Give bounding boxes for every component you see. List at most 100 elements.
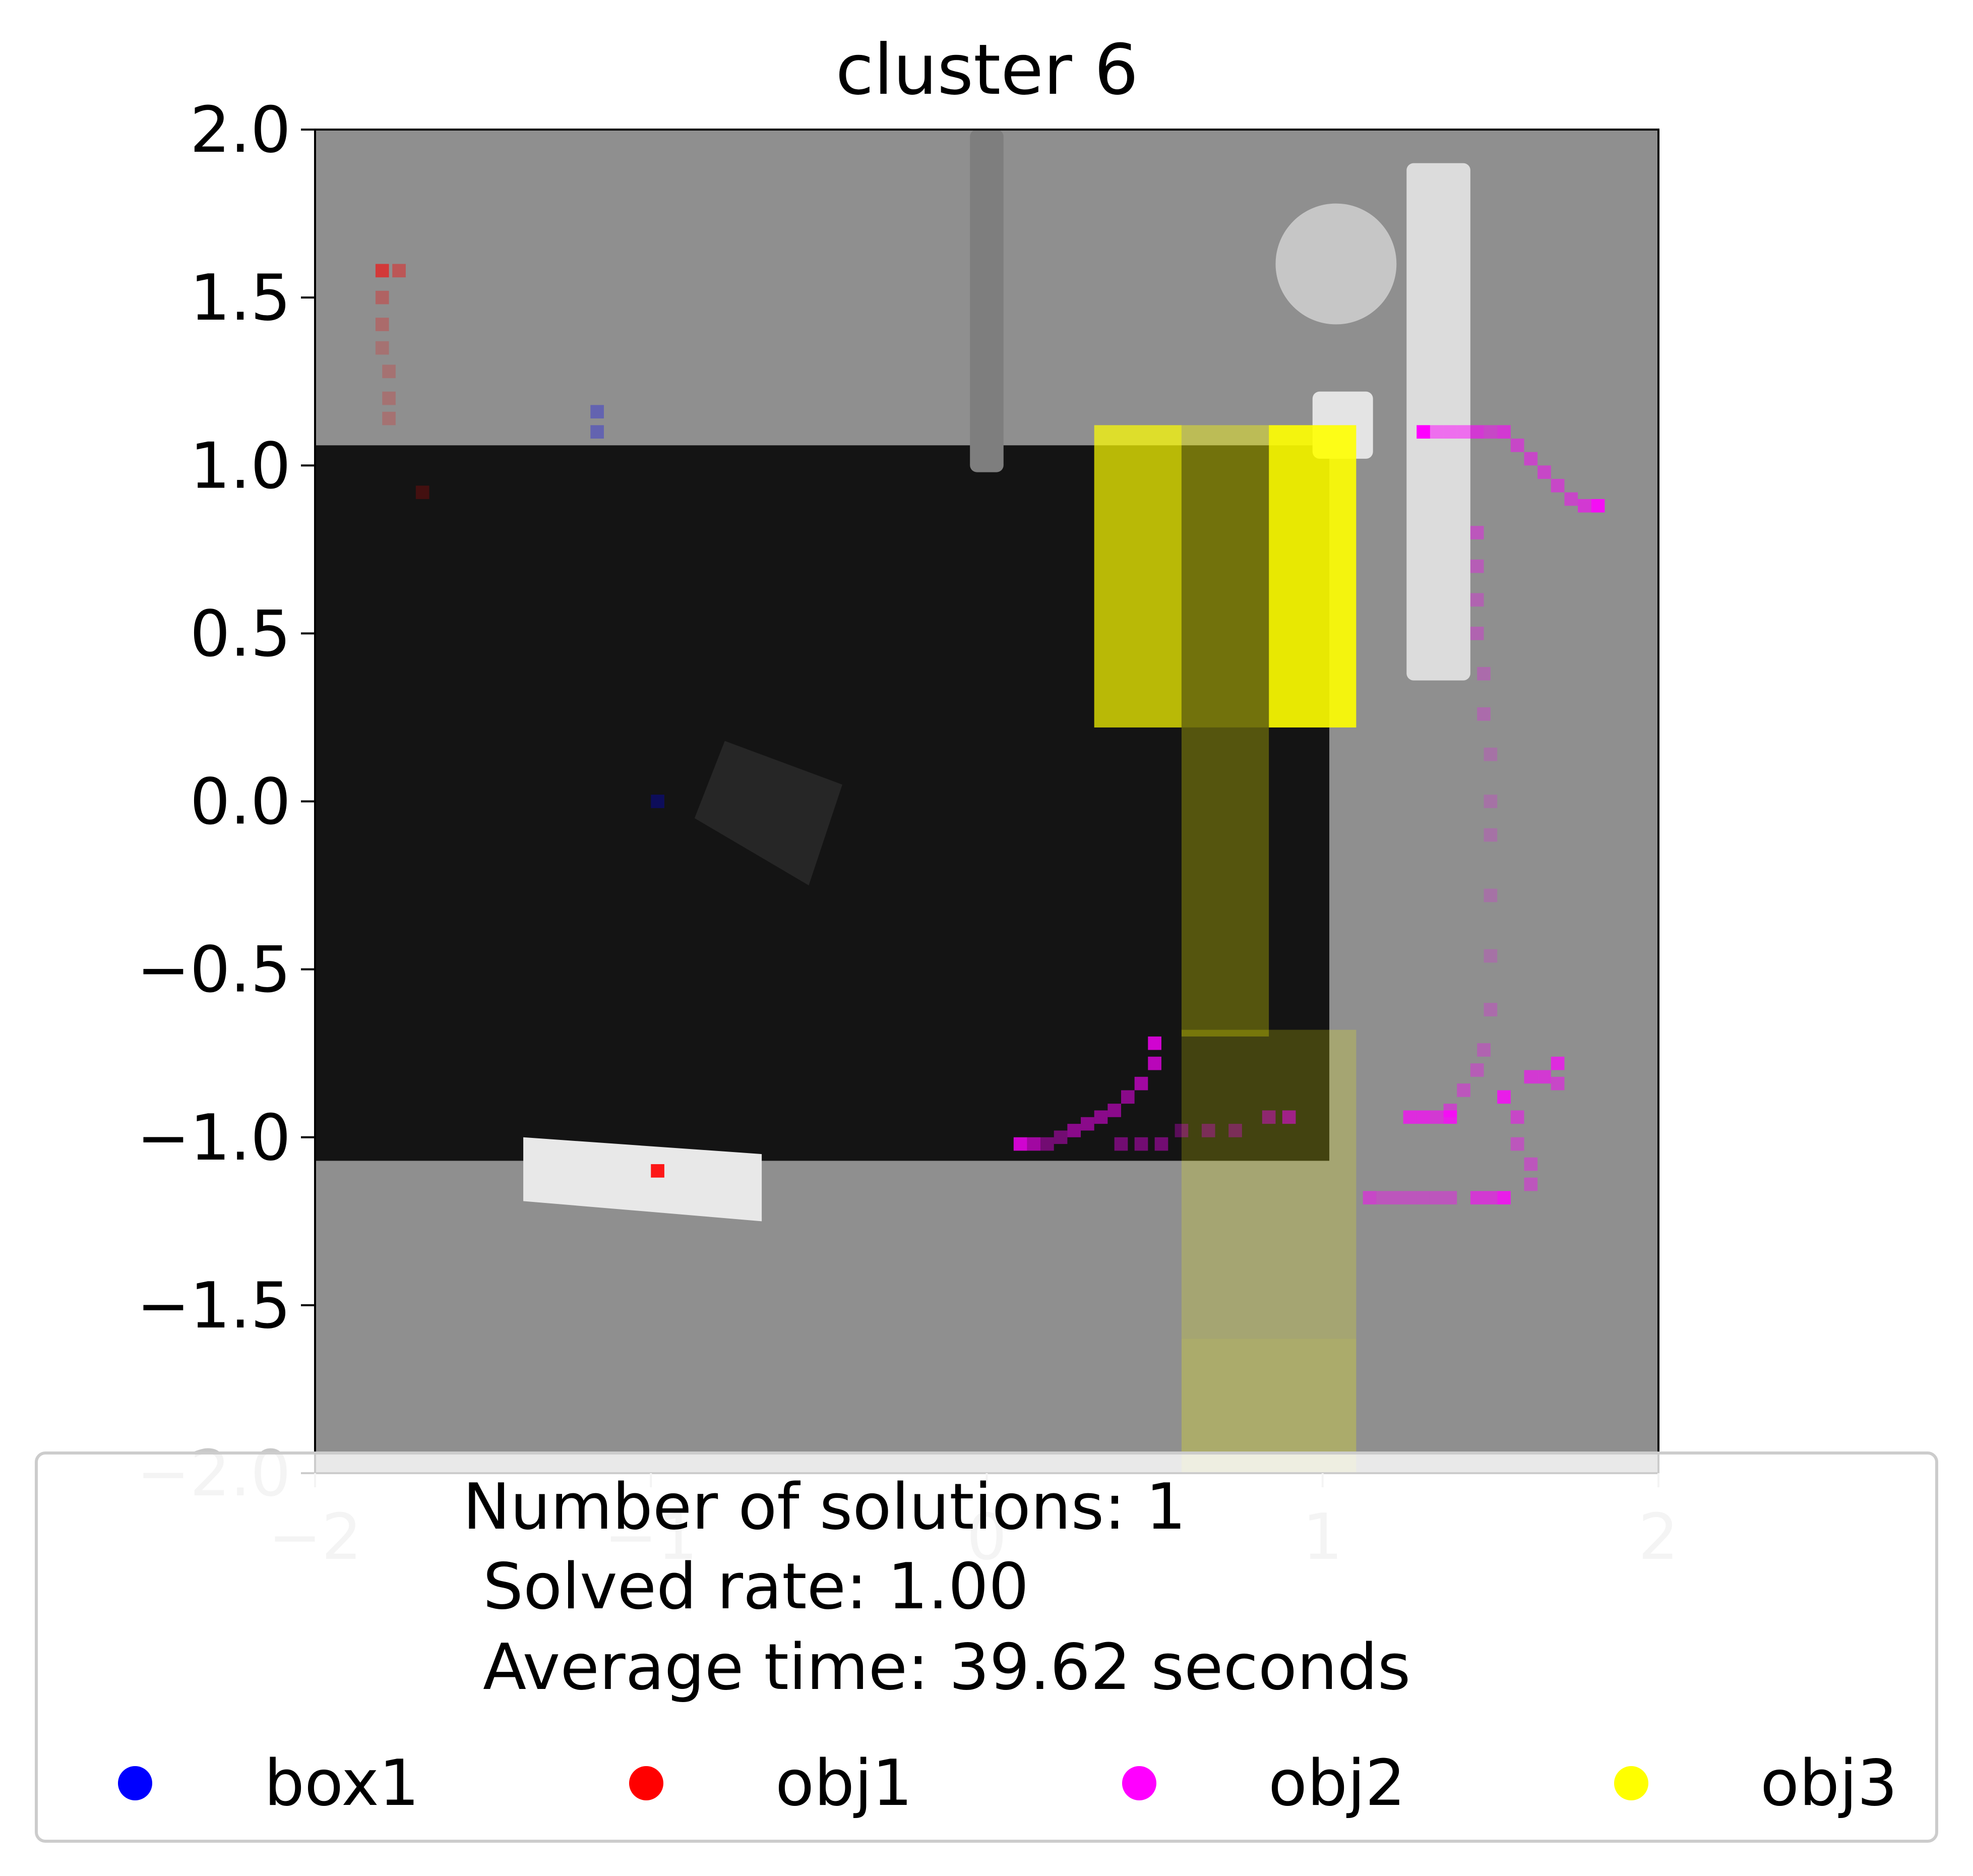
- obj2-cell: [1107, 1104, 1121, 1117]
- obj2-cell: [1443, 1191, 1457, 1204]
- y-tick-label: 0.0: [190, 765, 291, 839]
- obj2-cell: [1551, 1056, 1565, 1070]
- y-tick-label: 1.0: [190, 429, 291, 503]
- chart-title: cluster 6: [836, 29, 1139, 110]
- obj2-cell: [1403, 1191, 1417, 1204]
- scene-background: [315, 130, 1658, 1473]
- obj2-cell: [1067, 1124, 1081, 1137]
- scene-tall-block: [1406, 163, 1470, 681]
- obj2-cell: [1524, 1157, 1538, 1171]
- legend-label-obj3: obj3: [1760, 1746, 1897, 1820]
- obj2-cell: [1591, 499, 1605, 513]
- obj2-cell: [1551, 1076, 1565, 1091]
- obj2-cell: [1148, 1036, 1161, 1050]
- y-tick-label: 0.5: [190, 596, 291, 671]
- obj2-cell: [1470, 425, 1484, 439]
- legend-label-obj1: obj1: [775, 1746, 912, 1820]
- obj3-cell: [1181, 1030, 1357, 1339]
- obj2-cell: [1027, 1137, 1041, 1151]
- obj3-cell: [1094, 425, 1182, 728]
- obj2-cell: [1282, 1110, 1296, 1124]
- box1-cell: [590, 425, 604, 439]
- obj2-cell: [1470, 526, 1484, 539]
- obj2-cell: [1470, 627, 1484, 640]
- obj2-cell: [1390, 1191, 1403, 1204]
- obj2-cell: [1524, 452, 1538, 466]
- obj2-cell: [1497, 1191, 1511, 1204]
- obj2-cell: [1484, 1003, 1498, 1016]
- legend-summary-line-1: Number of solutions: 1: [463, 1470, 1186, 1544]
- obj1-cell: [382, 391, 396, 405]
- obj1-cell: [392, 264, 406, 278]
- obj2-cell: [1443, 1110, 1457, 1124]
- obj1-cell: [375, 264, 389, 278]
- obj2-cell: [1484, 425, 1498, 439]
- obj2-cell: [1457, 1083, 1470, 1097]
- scene-long-block: [523, 1137, 762, 1222]
- obj2-cell: [1484, 1191, 1498, 1204]
- obj2-cell: [1484, 795, 1498, 808]
- obj2-cell: [1262, 1110, 1276, 1124]
- obj2-cell: [1430, 1191, 1444, 1204]
- obj2-cell: [1443, 425, 1457, 439]
- obj3-cell: [1181, 727, 1269, 1037]
- obj2-cell: [1510, 1110, 1524, 1124]
- obj2-cell: [1510, 438, 1524, 452]
- obj2-cell: [1121, 1090, 1135, 1104]
- legend-marker-obj2: [1122, 1766, 1156, 1800]
- obj2-cell: [1510, 1137, 1524, 1151]
- obj2-cell: [1477, 667, 1491, 681]
- obj2-cell: [1114, 1137, 1128, 1151]
- obj2-cell: [1497, 425, 1511, 439]
- obj2-cell: [1363, 1191, 1377, 1204]
- obj2-cell: [1081, 1117, 1094, 1131]
- obj2-cell: [1470, 1063, 1484, 1077]
- legend-label-obj2: obj2: [1268, 1746, 1405, 1820]
- y-axis: 2.01.51.00.50.0−0.5−1.0−1.5−2.0: [137, 93, 315, 1510]
- box1-cell: [590, 405, 604, 418]
- obj2-cell: [1564, 492, 1578, 506]
- obj2-cell: [1551, 478, 1565, 493]
- obj1-cell: [382, 365, 396, 379]
- legend-box: [35, 1451, 1938, 1843]
- obj2-cell: [1376, 1191, 1390, 1204]
- obj2-cell: [1470, 559, 1484, 573]
- obj2-cell: [1416, 1110, 1430, 1124]
- y-tick-label: −1.5: [137, 1268, 291, 1343]
- obj2-cell: [1470, 593, 1484, 607]
- y-tick-label: −1.0: [137, 1101, 291, 1175]
- scene-cylinder: [1275, 203, 1397, 325]
- legend-label-box1: box1: [264, 1746, 419, 1820]
- obj2-cell: [1148, 1056, 1161, 1070]
- obj1-cell: [375, 341, 389, 355]
- legend-marker-obj1: [629, 1766, 663, 1800]
- y-tick-label: 1.5: [190, 261, 291, 335]
- y-tick-label: −0.5: [137, 933, 291, 1007]
- scene-pole: [970, 130, 1004, 472]
- obj2-cell: [1430, 425, 1444, 439]
- legend: Number of solutions: 1 Solved rate: 1.00…: [35, 1451, 1938, 1843]
- obj2-cell: [1524, 1177, 1538, 1191]
- obj2-cell: [1430, 1110, 1444, 1124]
- scene-dark-box: [694, 741, 843, 886]
- obj2-cell: [1537, 465, 1551, 479]
- obj2-cell: [1134, 1076, 1148, 1091]
- obj2-cell: [1497, 1090, 1511, 1104]
- obj2-cell: [1477, 1043, 1491, 1057]
- obj2-cell: [1484, 888, 1498, 902]
- y-tick-label: 2.0: [190, 93, 291, 167]
- obj1-cell: [375, 290, 389, 305]
- obj2-cell: [1484, 949, 1498, 963]
- obj2-cell: [1403, 1110, 1417, 1124]
- obj2-cell: [1094, 1110, 1108, 1124]
- obj2-cell: [1484, 747, 1498, 761]
- obj2-cell: [1201, 1124, 1215, 1137]
- obj1-cell: [415, 486, 429, 499]
- legend-entries: box1 obj1 obj2 obj3: [118, 1746, 1897, 1820]
- legend-summary-line-3: Average time: 39.62 seconds: [483, 1630, 1410, 1704]
- obj2-cell: [1537, 1070, 1551, 1084]
- obj2-cell: [1134, 1137, 1148, 1151]
- obj2-cell: [1154, 1137, 1168, 1151]
- obj2-cell: [1484, 828, 1498, 842]
- obj2-cell: [1175, 1124, 1189, 1137]
